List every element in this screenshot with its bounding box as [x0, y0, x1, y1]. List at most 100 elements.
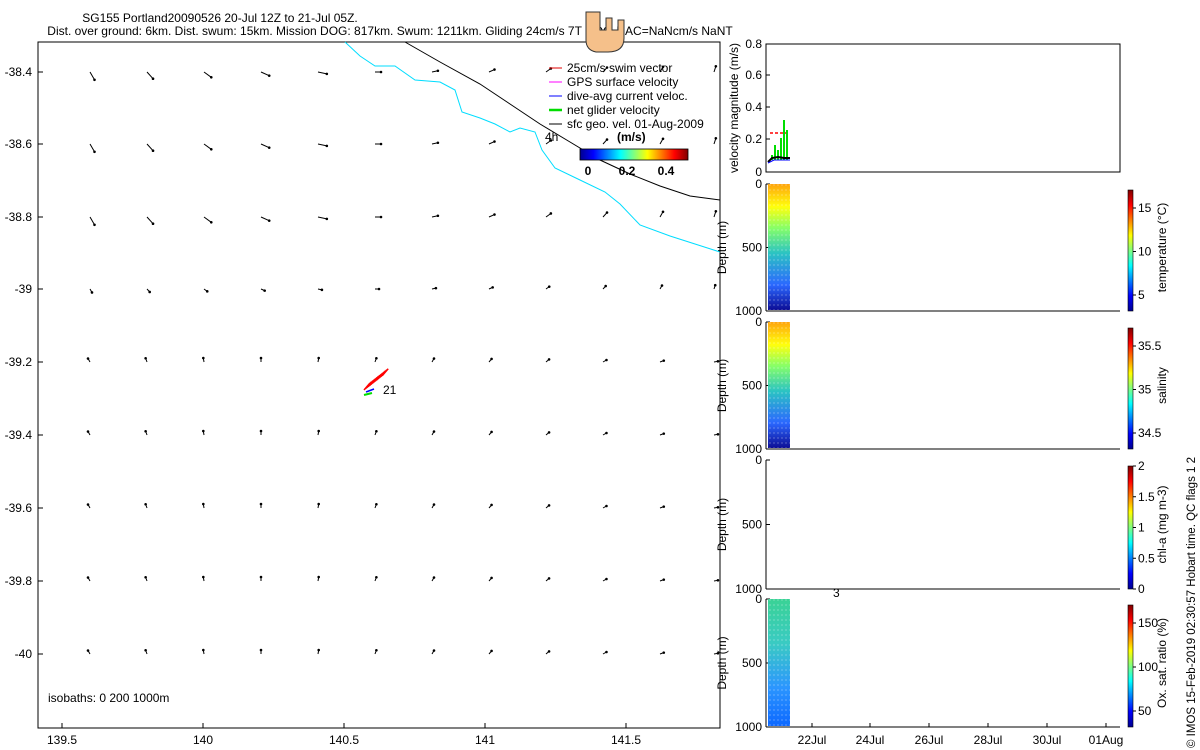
current-vector-head [716, 652, 720, 655]
current-vector-head [605, 577, 608, 581]
current-vector-head [267, 219, 271, 222]
panel-colorbar [1127, 189, 1134, 312]
current-vector-head [93, 78, 96, 82]
colorbar-tick-label: 5 [1138, 288, 1145, 302]
current-vector-head [86, 357, 90, 360]
current-vector-head [716, 360, 720, 363]
current-vector [317, 71, 327, 75]
colorbar-tick-label: 150 [1138, 616, 1158, 630]
depth-ylabel: Depth (m) [715, 498, 729, 551]
current-vector-head [547, 285, 551, 288]
legend-entry: dive-avg current veloc. [567, 89, 688, 103]
map-x-tick-label: 141.5 [611, 733, 641, 747]
colorbar-tick-label: 35 [1138, 383, 1152, 397]
current-vector-head [375, 429, 378, 433]
velocity-current-line [767, 155, 790, 163]
current-vector-head [605, 358, 608, 362]
depth-tick-label: 1000 [735, 442, 762, 456]
map-x-tick-label: 140.5 [329, 733, 359, 747]
current-vector-head [267, 146, 271, 149]
depth-ylabel: Depth (m) [715, 359, 729, 412]
current-vector-head [714, 64, 718, 68]
current-vector-head [375, 356, 378, 360]
current-vector-head [605, 650, 608, 654]
stray-label: 3 [833, 586, 840, 600]
depth-ylabel: Depth (m) [715, 221, 729, 274]
current-vectors [86, 64, 720, 655]
current-vector [146, 143, 154, 152]
current-vector-head [547, 577, 551, 580]
velocity-series [767, 120, 790, 164]
current-vector-head [547, 431, 551, 434]
time-x-tick-label: 30Jul [1033, 733, 1062, 747]
speed-colorbar-tick: 0.2 [619, 164, 636, 178]
current-vector-head [202, 502, 205, 506]
depth-ylabel: Depth (m) [715, 636, 729, 689]
time-x-tick-label: 24Jul [856, 733, 885, 747]
current-vector [146, 216, 154, 225]
current-vector-head [491, 286, 494, 289]
current-vector [317, 143, 327, 147]
current-vector-head [375, 648, 378, 652]
current-vector-head [205, 290, 209, 293]
current-vector-head [209, 220, 213, 224]
time-x-ticks: 22Jul 24Jul 26Jul 28Jul 30Jul 01Aug [798, 723, 1123, 747]
swim-vector [381, 368, 389, 377]
current-vector-head [490, 576, 493, 580]
map-x-tick-label: 139.5 [47, 733, 77, 747]
current-vector [260, 216, 270, 222]
current-vector-head [713, 283, 717, 287]
profile-data [768, 322, 790, 448]
depth-tick-label: 500 [742, 379, 762, 393]
current-vector-head [434, 286, 438, 290]
colorbar-tick-label: 0 [1138, 582, 1145, 596]
current-vector-head [90, 291, 94, 294]
map-y-tick-label: -38.4 [5, 65, 33, 79]
velocity-y-tick-label: 0.6 [745, 68, 762, 82]
panel-colorbar [1127, 465, 1134, 590]
velocity-y-tick-label: 0.2 [745, 132, 762, 146]
velocity-dac-line [767, 159, 790, 164]
current-vector-head [547, 504, 551, 507]
current-vector-head [379, 70, 383, 74]
colorbar-tick-label: 0.5 [1138, 551, 1155, 565]
current-vector-head [714, 136, 718, 140]
current-vector-head [325, 72, 329, 76]
current-vector [89, 216, 95, 226]
current-vector-head [209, 147, 213, 151]
current-vector-head [432, 649, 436, 652]
current-vector-head [490, 357, 493, 361]
depth-tick-label: 1000 [735, 304, 762, 318]
map-axes [37, 41, 721, 729]
isobath-200m [344, 41, 721, 253]
depth-tick-label: 500 [742, 241, 762, 255]
colorbar-label: salinity [1155, 367, 1169, 404]
current-vector-head [317, 648, 320, 652]
current-vector-head [716, 579, 720, 582]
current-vector-head [493, 213, 496, 216]
current-vector [203, 143, 212, 150]
chart-subtitle: Dist. over ground: 6km. Dist. swum: 15km… [47, 24, 733, 38]
colorbar-label: temperature (°C) [1155, 203, 1169, 293]
colorbar-tick-label: 1.5 [1138, 490, 1155, 504]
current-vector-head [662, 432, 666, 435]
colorbar-tick-label: 50 [1138, 704, 1152, 718]
map-y-tick-label: -39.4 [5, 428, 33, 442]
current-vector-head [662, 359, 666, 362]
current-vector-head [379, 142, 383, 146]
current-vector-head [151, 149, 155, 152]
time-x-tick-label: 28Jul [974, 733, 1003, 747]
depth-tick-label: 0 [755, 592, 762, 606]
depth-tick-label: 1000 [735, 720, 762, 734]
current-vector-head [148, 290, 151, 294]
colorbar-tick-label: 1 [1138, 521, 1145, 535]
map-y-tick-label: -39 [15, 282, 33, 296]
panel-colorbar [1127, 604, 1134, 728]
depth-tick-label: 1000 [735, 582, 762, 596]
current-vector-head [263, 289, 266, 292]
track-label-21: 21 [383, 383, 397, 397]
current-vector-head [317, 356, 320, 360]
current-vector-head [436, 69, 440, 73]
